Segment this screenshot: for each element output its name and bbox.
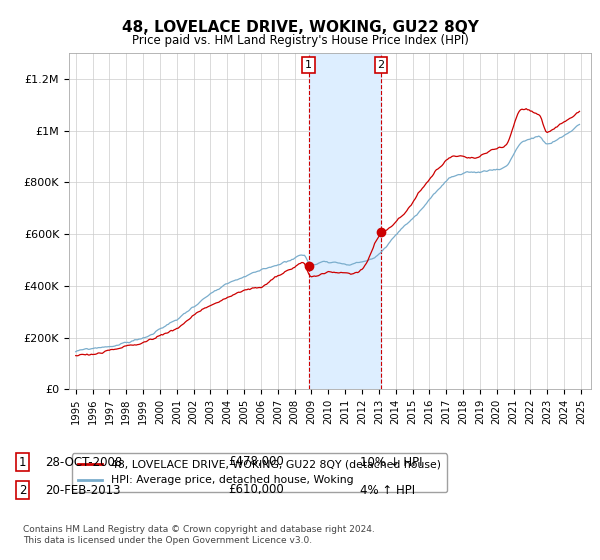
Text: 48, LOVELACE DRIVE, WOKING, GU22 8QY: 48, LOVELACE DRIVE, WOKING, GU22 8QY — [122, 20, 478, 35]
Text: 28-OCT-2008: 28-OCT-2008 — [45, 455, 122, 469]
Text: 4% ↑ HPI: 4% ↑ HPI — [360, 483, 415, 497]
Text: Contains HM Land Registry data © Crown copyright and database right 2024.
This d: Contains HM Land Registry data © Crown c… — [23, 525, 374, 545]
Legend: 48, LOVELACE DRIVE, WOKING, GU22 8QY (detached house), HPI: Average price, detac: 48, LOVELACE DRIVE, WOKING, GU22 8QY (de… — [72, 454, 448, 492]
Text: Price paid vs. HM Land Registry's House Price Index (HPI): Price paid vs. HM Land Registry's House … — [131, 34, 469, 46]
Text: 1: 1 — [305, 60, 312, 70]
Text: 1: 1 — [19, 455, 26, 469]
Text: £610,000: £610,000 — [228, 483, 284, 497]
Text: £478,000: £478,000 — [228, 455, 284, 469]
Text: 2: 2 — [377, 60, 385, 70]
Text: 10% ↓ HPI: 10% ↓ HPI — [360, 455, 422, 469]
Text: 2: 2 — [19, 483, 26, 497]
Bar — [308, 53, 381, 389]
Text: 20-FEB-2013: 20-FEB-2013 — [45, 483, 121, 497]
